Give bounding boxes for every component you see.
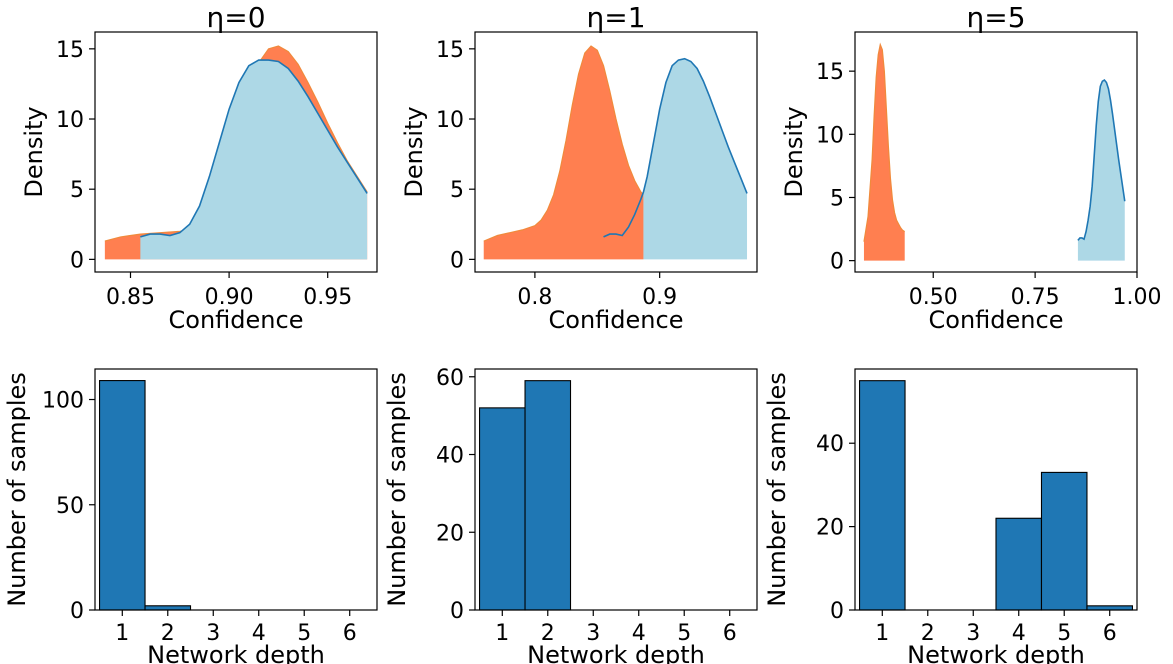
y-tick-label: 5 [450, 178, 464, 203]
x-tick-label: 1.00 [1113, 285, 1162, 310]
chart-panel-2: 0.8 0.9 0 5 10 15 η=1 Confidence Density [400, 1, 758, 334]
chart-title: η=0 [206, 1, 265, 34]
x-tick-label: 4 [252, 621, 266, 646]
y-tick-label: 0 [70, 248, 84, 273]
density-outline-1 [863, 42, 906, 242]
y-tick-label: 5 [70, 178, 84, 203]
plot-frame [474, 368, 758, 611]
x-axis-label: Network depth [147, 641, 325, 664]
plot-frame [474, 31, 758, 273]
plot-frame [854, 368, 1138, 611]
y-axis-label: Density [400, 106, 428, 197]
bar-1 [98, 380, 146, 611]
x-tick-label: 2 [161, 621, 175, 646]
x-tick-label: 3 [966, 621, 980, 646]
y-tick-label: 15 [56, 38, 84, 63]
y-tick-label: 10 [816, 123, 844, 148]
x-tick-label: 0.9 [642, 285, 677, 310]
density-fill-2 [643, 58, 748, 260]
y-tick-label: 10 [56, 108, 84, 133]
y-tick-label: 50 [56, 494, 84, 519]
chart-panel-3: 0.50 0.75 1.00 0 5 10 15 η=5 Confidence Density [780, 1, 1161, 334]
bar-4 [995, 517, 1043, 611]
density-fill-1 [863, 44, 905, 261]
y-axis-label: Density [780, 106, 808, 197]
x-tick-label: 5 [297, 621, 311, 646]
density-line-2 [603, 57, 748, 238]
x-tick-label: 0.90 [205, 285, 254, 310]
y-tick-label: 20 [436, 521, 464, 546]
x-tick-label: 3 [586, 621, 600, 646]
y-axis-label: Density [20, 106, 48, 197]
density-fill-2 [140, 60, 368, 260]
plot-frame [94, 31, 378, 273]
y-tick-label: 100 [42, 389, 84, 414]
y-tick-label: 15 [816, 60, 844, 85]
x-tick-label: 1 [875, 621, 889, 646]
y-tick-label: 60 [436, 366, 464, 391]
x-tick-label: 2 [541, 621, 555, 646]
chart-panel-1: 0.85 0.90 0.95 0 5 10 15 η=0 Confidence Density [20, 1, 378, 334]
x-tick-label: 5 [677, 621, 691, 646]
y-tick-label: 0 [450, 248, 464, 273]
y-tick-label: 40 [816, 432, 844, 457]
x-tick-label: 5 [1057, 621, 1071, 646]
x-tick-label: 0.8 [517, 285, 552, 310]
plot-frame [94, 368, 378, 611]
density-line-2 [1077, 78, 1126, 241]
y-tick-label: 20 [816, 516, 844, 541]
x-tick-label: 1 [495, 621, 509, 646]
x-tick-label: 6 [1103, 621, 1117, 646]
y-tick-label: 40 [436, 444, 464, 469]
y-axis-label: Number of samples [3, 372, 31, 607]
bar-5 [1040, 471, 1088, 611]
y-tick-label: 0 [830, 599, 844, 624]
x-tick-label: 4 [632, 621, 646, 646]
x-tick-label: 4 [1012, 621, 1026, 646]
x-tick-label: 2 [921, 621, 935, 646]
x-axis-label: Confidence [549, 306, 684, 334]
x-tick-label: 6 [343, 621, 357, 646]
y-tick-label: 15 [436, 38, 464, 63]
y-tick-label: 5 [830, 186, 844, 211]
x-tick-label: 1 [115, 621, 129, 646]
x-tick-label: 0.50 [909, 285, 958, 310]
x-axis-label: Network depth [527, 641, 705, 664]
chart-title: η=1 [586, 1, 645, 34]
density-outline-1 [483, 45, 644, 242]
x-tick-label: 0.95 [303, 285, 352, 310]
y-tick-label: 10 [436, 108, 464, 133]
x-axis-label: Network depth [907, 641, 1085, 664]
x-axis-label: Confidence [929, 306, 1064, 334]
y-tick-label: 0 [450, 599, 464, 624]
density-line-2 [140, 59, 368, 238]
chart-title: η=5 [966, 1, 1025, 34]
y-tick-label: 0 [830, 250, 844, 275]
density-fill-2 [1077, 80, 1125, 261]
plot-frame [854, 31, 1138, 273]
bar-1 [858, 380, 906, 611]
bar-2 [144, 605, 192, 611]
chart-panel-6: 1 2 3 4 5 6 0 20 40 Network depth Number of sample… [763, 368, 1138, 664]
bar-2 [524, 380, 572, 611]
x-tick-label: 6 [723, 621, 737, 646]
x-tick-label: 0.75 [1011, 285, 1060, 310]
x-axis-label: Confidence [169, 306, 304, 334]
chart-panel-4: 1 2 3 4 5 6 0 50 100 Network depth Number of sampl… [3, 368, 378, 664]
x-tick-label: 3 [206, 621, 220, 646]
y-axis-label: Number of samples [383, 372, 411, 607]
y-tick-label: 0 [70, 599, 84, 624]
bar-1 [478, 407, 526, 611]
x-tick-label: 0.85 [106, 285, 155, 310]
bar-6 [1086, 605, 1134, 611]
y-axis-label: Number of samples [763, 372, 791, 607]
